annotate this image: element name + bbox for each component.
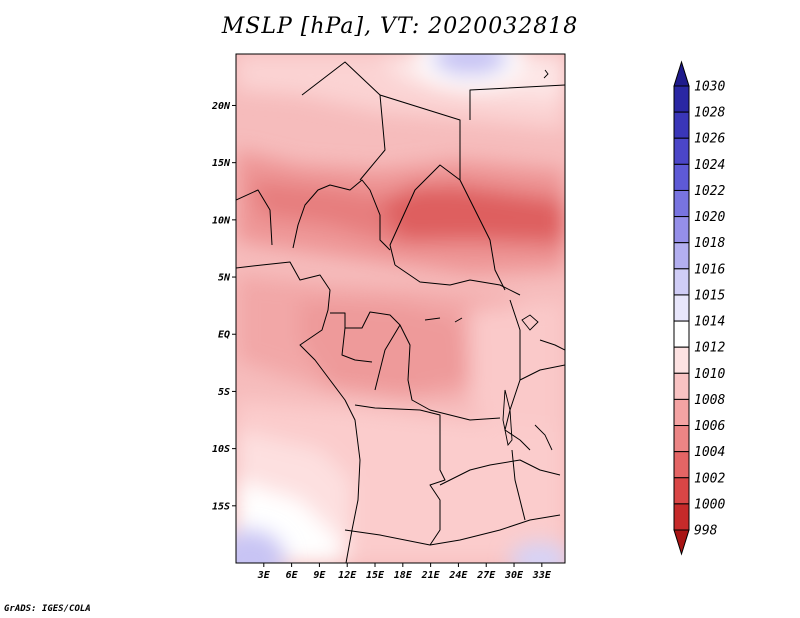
colorbar-label: 1018	[694, 236, 725, 251]
colorbar-label: 1014	[694, 315, 725, 330]
y-tick-label: 15S	[212, 501, 230, 512]
colorbar-label: 1010	[694, 367, 725, 382]
x-axis: 3E 6E 9E 12E 15E 18E 21E 24E 27E 30E 33E	[257, 563, 552, 581]
x-tick-label: 12E	[338, 570, 357, 581]
colorbar: 1030 1028 1026 1024 1022 1020 1018 1016 1015 1014…	[673, 60, 725, 556]
colorbar-label: 1015	[694, 288, 725, 303]
colorbar-label: 1030	[694, 80, 725, 95]
colorbar-label: 998	[694, 524, 718, 539]
colorbar-segment	[673, 163, 690, 191]
x-tick-label: 27E	[476, 570, 496, 581]
colorbar-label: 1002	[694, 471, 725, 486]
colorbar-label: 1022	[694, 184, 725, 199]
colorbar-segment	[673, 477, 690, 505]
y-tick-label: 5S	[218, 387, 230, 398]
y-tick-label: 20N	[211, 101, 231, 112]
x-tick-label: 3E	[257, 570, 271, 581]
country-borders	[236, 61, 565, 563]
x-tick-label: 18E	[394, 570, 413, 581]
colorbar-segment	[673, 320, 690, 348]
colorbar-segment	[673, 294, 690, 322]
grads-credit: GrADS: IGES/COLA	[4, 604, 91, 614]
colorbar-segment	[673, 451, 690, 479]
colorbar-segment	[673, 346, 690, 374]
colorbar-label: 1012	[694, 341, 725, 356]
x-tick-label: 15E	[366, 570, 385, 581]
y-tick-label: 5N	[218, 273, 231, 284]
colorbar-segment	[673, 398, 690, 427]
x-tick-label: 24E	[448, 570, 468, 581]
colorbar-segment	[673, 268, 690, 296]
map-frame	[235, 53, 566, 564]
colorbar-segment	[673, 111, 690, 139]
colorbar-segment	[673, 242, 690, 270]
colorbar-label: 1000	[694, 497, 725, 512]
map-title: MSLP [hPa], VT: 2020032818	[221, 14, 579, 39]
x-tick-label: 33E	[532, 570, 552, 581]
colorbar-segment	[673, 216, 690, 244]
y-tick-label: 10N	[212, 215, 231, 226]
colorbar-label: 1008	[694, 393, 725, 408]
x-tick-label: 21E	[421, 570, 441, 581]
y-tick-label: 15N	[212, 158, 231, 169]
colorbar-bottom-arrow	[673, 529, 690, 556]
colorbar-label: 1028	[694, 106, 725, 121]
colorbar-segment	[673, 372, 690, 400]
colorbar-label: 1020	[694, 210, 725, 225]
colorbar-label: 1016	[694, 262, 725, 277]
colorbar-segment	[673, 137, 690, 165]
colorbar-label: 1026	[694, 132, 725, 147]
x-tick-label: 30E	[504, 570, 524, 581]
y-axis: 20N 15N 10N 5N EQ 5S 10S 15S	[211, 101, 236, 512]
x-tick-label: 6E	[286, 570, 299, 581]
colorbar-label: 1004	[694, 445, 725, 460]
y-tick-label: 10S	[212, 444, 230, 455]
colorbar-top-arrow	[673, 60, 690, 87]
colorbar-label: 1006	[694, 419, 725, 434]
colorbar-label: 1024	[694, 158, 725, 173]
inland-lakes	[424, 69, 553, 451]
colorbar-segment	[673, 425, 690, 453]
x-tick-label: 9E	[313, 570, 326, 581]
colorbar-segment	[673, 85, 690, 113]
colorbar-segment	[673, 189, 690, 218]
y-tick-label: EQ	[218, 330, 230, 341]
pressure-field	[236, 54, 565, 563]
colorbar-segment	[673, 503, 690, 531]
